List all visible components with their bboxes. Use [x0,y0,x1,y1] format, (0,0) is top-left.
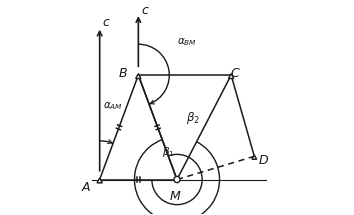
Text: $\beta_1$: $\beta_1$ [162,145,175,160]
Text: $\beta_2$: $\beta_2$ [187,110,200,126]
Polygon shape [252,155,257,159]
Text: B: B [119,67,127,80]
Polygon shape [136,74,141,78]
Text: c: c [103,16,109,29]
Polygon shape [97,178,102,183]
Text: A: A [82,181,90,194]
Polygon shape [228,74,234,78]
Text: C: C [230,67,239,80]
Text: $\alpha_{AM}$: $\alpha_{AM}$ [103,100,122,112]
Text: c: c [141,4,148,17]
Circle shape [174,177,180,183]
Text: $\alpha_{BM}$: $\alpha_{BM}$ [177,36,197,48]
Text: D: D [258,154,268,167]
Text: M: M [170,190,181,203]
